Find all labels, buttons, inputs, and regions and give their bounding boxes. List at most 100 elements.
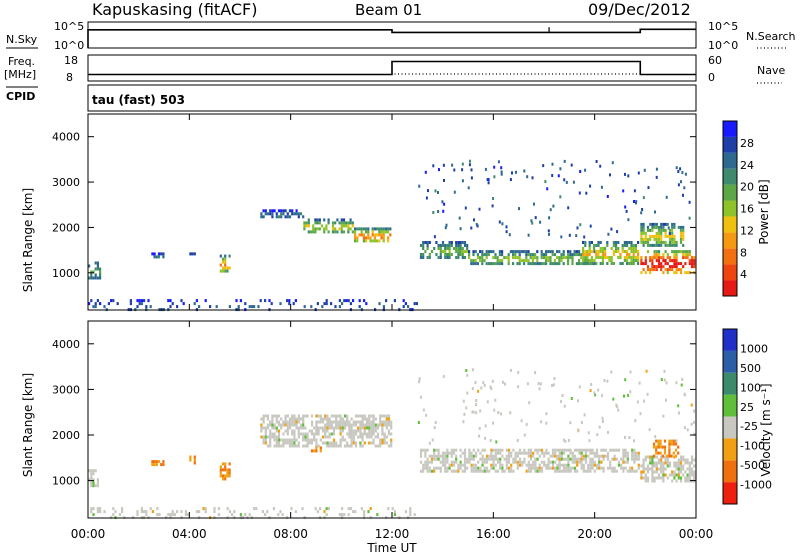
echo-cell (297, 215, 300, 219)
echo-cell (393, 299, 396, 303)
echo-cell (523, 457, 526, 461)
echo-cell (642, 458, 645, 462)
echo-cell (598, 425, 601, 429)
echo-cell (316, 302, 319, 306)
colorbar-segment (723, 280, 737, 296)
echo-cell (683, 186, 686, 190)
echo-cell (688, 464, 691, 468)
echo-cell (282, 209, 285, 213)
echo-cell (518, 451, 522, 455)
echo-cell (419, 448, 423, 452)
echo-cell (224, 257, 227, 261)
echo-cell (660, 461, 663, 465)
nsky-line (87, 28, 696, 48)
echo-cell (677, 225, 680, 229)
echo-cell (652, 454, 656, 458)
echo-cell (297, 414, 300, 418)
echo-cell (147, 299, 150, 303)
echo-cell (545, 259, 548, 263)
echo-cell (376, 432, 380, 436)
echo-cell (435, 448, 438, 452)
echo-cell (284, 423, 287, 427)
echo-cell (523, 451, 526, 455)
echo-cell (317, 414, 320, 418)
echo-cell (547, 250, 550, 254)
echo-cell (481, 256, 484, 260)
echo-cell (646, 228, 650, 232)
x-tick-label: 16:00 (476, 527, 511, 541)
echo-cell (459, 466, 462, 470)
echo-cell (638, 381, 641, 385)
echo-cell (315, 426, 318, 430)
echo-cell (390, 420, 393, 424)
echo-cell (313, 449, 316, 453)
echo-cell (145, 513, 148, 517)
echo-cell (668, 461, 672, 465)
echo-cell (424, 460, 427, 464)
echo-cell (316, 510, 319, 514)
echo-cell (319, 414, 322, 418)
echo-cell (439, 454, 442, 458)
echo-cell (280, 209, 283, 213)
nsky-label: N.Sky (6, 33, 38, 46)
echo-cell (646, 265, 650, 269)
echo-cell (368, 417, 371, 421)
echo-cell (189, 458, 192, 462)
echo-cell (291, 444, 294, 448)
echo-cell (493, 175, 496, 179)
echo-cell (653, 268, 656, 272)
echo-cell (273, 209, 276, 213)
echo-cell (350, 417, 353, 421)
echo-cell (673, 265, 676, 269)
echo-cell (365, 227, 368, 231)
echo-cell (565, 448, 568, 452)
echo-cell (390, 438, 393, 442)
echo-cell (567, 262, 570, 266)
echo-cell (463, 457, 467, 461)
echo-cell (655, 243, 658, 247)
echo-cell (328, 444, 331, 448)
echo-cell (598, 463, 601, 467)
echo-cell (335, 417, 338, 421)
echo-cell (507, 457, 511, 461)
colorbar-tick-label: 100 (740, 381, 761, 394)
echo-cell (602, 448, 605, 452)
echo-cell (660, 243, 663, 247)
velocity-panel-frame (87, 320, 697, 519)
echo-cell (266, 212, 270, 216)
echo-cell (381, 429, 384, 433)
echo-cell (384, 230, 387, 234)
echo-cell (590, 241, 593, 244)
echo-cell (226, 468, 229, 472)
echo-cell (655, 240, 658, 244)
echo-cell (664, 222, 667, 226)
echo-cell (659, 445, 662, 449)
echo-cell (527, 250, 530, 254)
echo-cell (507, 469, 511, 473)
echo-cell (129, 302, 132, 306)
echo-cell (682, 193, 684, 197)
echo-cell (625, 209, 628, 213)
echo-cell (653, 222, 656, 226)
echo-cell (264, 426, 267, 430)
echo-cell (337, 426, 340, 430)
echo-cell (543, 451, 546, 455)
echo-cell (677, 476, 680, 480)
echo-cell (481, 448, 484, 452)
echo-cell (332, 441, 336, 445)
echo-cell (136, 305, 139, 309)
echo-cell (578, 191, 581, 195)
echo-cell (90, 478, 93, 482)
echo-cell (565, 466, 568, 470)
echo-cell (324, 417, 327, 421)
echo-cell (463, 244, 467, 247)
echo-cell (328, 435, 331, 439)
echo-cell (153, 255, 156, 259)
echo-cell (598, 466, 601, 470)
echo-cell (312, 227, 315, 231)
echo-cell (439, 250, 442, 253)
echo-cell (649, 256, 652, 260)
echo-cell (599, 250, 602, 253)
echo-cell (632, 247, 635, 250)
echo-cell (288, 423, 292, 427)
